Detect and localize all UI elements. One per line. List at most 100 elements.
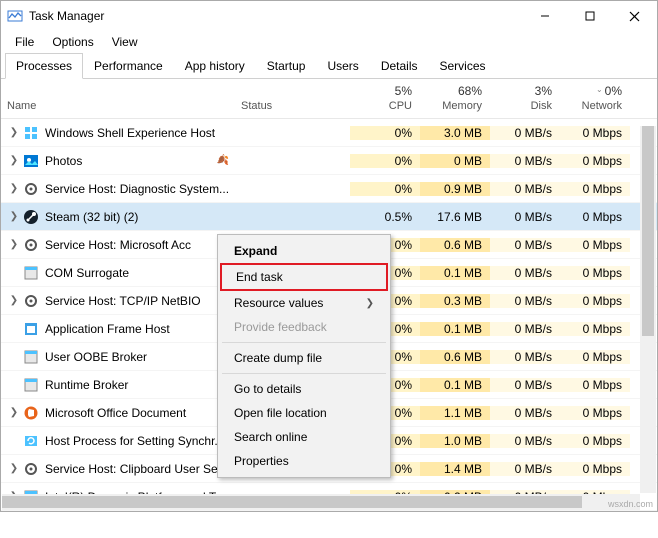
network-cell: 0 Mbps — [560, 210, 630, 224]
tab-performance[interactable]: Performance — [83, 53, 174, 78]
minimize-button[interactable] — [522, 1, 567, 31]
network-cell: 0 Mbps — [560, 238, 630, 252]
tab-services[interactable]: Services — [429, 53, 497, 78]
network-cell: 0 Mbps — [560, 350, 630, 364]
process-name: Service Host: Clipboard User Ser... — [45, 462, 235, 476]
process-name: COM Surrogate — [45, 266, 235, 280]
memory-cell: 0 MB — [420, 154, 490, 168]
disk-cell: 0 MB/s — [490, 294, 560, 308]
disk-cell: 0 MB/s — [490, 126, 560, 140]
title-bar[interactable]: Task Manager — [1, 1, 657, 31]
disk-cell: 0 MB/s — [490, 434, 560, 448]
horizontal-scroll-thumb[interactable] — [2, 496, 582, 508]
process-name: Microsoft Office Document — [45, 406, 235, 420]
process-icon — [23, 321, 39, 337]
process-row[interactable]: ❯Steam (32 bit) (2)0.5%17.6 MB0 MB/s0 Mb… — [1, 203, 657, 231]
menu-open-file-location[interactable]: Open file location — [220, 401, 388, 425]
process-row[interactable]: ❯Windows Shell Experience Host0%3.0 MB0 … — [1, 119, 657, 147]
memory-cell: 17.6 MB — [420, 210, 490, 224]
tab-startup[interactable]: Startup — [256, 53, 317, 78]
menu-end-task[interactable]: End task — [222, 265, 386, 289]
process-name: Service Host: Microsoft Acc — [45, 238, 235, 252]
disk-cell: 0 MB/s — [490, 266, 560, 280]
menu-create-dump[interactable]: Create dump file — [220, 346, 388, 370]
context-menu: Expand End task Resource values ❯ Provid… — [217, 234, 391, 478]
cpu-usage-total: 5% — [395, 84, 412, 98]
header-status[interactable]: Status — [235, 100, 350, 118]
process-icon — [23, 405, 39, 421]
tab-processes[interactable]: Processes — [5, 53, 83, 79]
maximize-button[interactable] — [567, 1, 612, 31]
process-icon — [23, 209, 39, 225]
expand-chevron-icon[interactable]: ❯ — [7, 463, 21, 474]
expand-chevron-icon[interactable]: ❯ — [7, 407, 21, 418]
network-usage-total: ⌄0% — [596, 84, 622, 98]
memory-label: Memory — [442, 100, 482, 113]
memory-cell: 0.6 MB — [420, 238, 490, 252]
process-icon — [23, 265, 39, 281]
memory-cell: 0.3 MB — [420, 294, 490, 308]
process-icon — [23, 433, 39, 449]
menu-search-online[interactable]: Search online — [220, 425, 388, 449]
process-icon — [23, 153, 39, 169]
menu-resource-values-label: Resource values — [234, 296, 323, 310]
tab-details[interactable]: Details — [370, 53, 429, 78]
header-name[interactable]: Name — [1, 100, 235, 118]
disk-cell: 0 MB/s — [490, 182, 560, 196]
memory-cell: 1.4 MB — [420, 462, 490, 476]
expand-chevron-icon[interactable]: ❯ — [7, 127, 21, 138]
header-disk[interactable]: 3% Disk — [490, 84, 560, 114]
memory-cell: 0.6 MB — [420, 350, 490, 364]
close-button[interactable] — [612, 1, 657, 31]
network-cell: 0 Mbps — [560, 462, 630, 476]
tab-users[interactable]: Users — [316, 53, 369, 78]
header-cpu[interactable]: 5% CPU — [350, 84, 420, 114]
network-cell: 0 Mbps — [560, 406, 630, 420]
expand-chevron-icon[interactable]: ❯ — [7, 155, 21, 166]
tab-strip: Processes Performance App history Startu… — [1, 53, 657, 79]
process-icon — [23, 349, 39, 365]
vertical-scrollbar[interactable] — [640, 126, 656, 493]
expand-chevron-icon[interactable]: ❯ — [7, 211, 21, 222]
memory-cell: 0.1 MB — [420, 266, 490, 280]
menu-expand[interactable]: Expand — [220, 239, 388, 263]
disk-cell: 0 MB/s — [490, 462, 560, 476]
menu-file[interactable]: File — [7, 33, 42, 51]
disk-cell: 0 MB/s — [490, 154, 560, 168]
horizontal-scrollbar[interactable] — [2, 494, 640, 510]
process-row[interactable]: ❯Photos🍂0%0 MB0 MB/s0 Mbps — [1, 147, 657, 175]
expand-chevron-icon[interactable]: ❯ — [7, 295, 21, 306]
network-cell: 0 Mbps — [560, 322, 630, 336]
menu-options[interactable]: Options — [44, 33, 101, 51]
tab-app-history[interactable]: App history — [174, 53, 256, 78]
disk-cell: 0 MB/s — [490, 238, 560, 252]
header-network[interactable]: ⌄0% Network — [560, 84, 630, 114]
network-cell: 0 Mbps — [560, 182, 630, 196]
process-name: Steam (32 bit) (2) — [45, 210, 235, 224]
memory-usage-total: 68% — [458, 84, 482, 98]
process-icon — [23, 181, 39, 197]
process-row[interactable]: ❯Service Host: Diagnostic System...0%0.9… — [1, 175, 657, 203]
header-memory[interactable]: 68% Memory — [420, 84, 490, 114]
menu-view[interactable]: View — [104, 33, 146, 51]
process-icon — [23, 125, 39, 141]
disk-cell: 0 MB/s — [490, 350, 560, 364]
process-name: Windows Shell Experience Host — [45, 126, 235, 140]
cpu-cell: 0% — [350, 126, 420, 140]
submenu-arrow-icon: ❯ — [366, 298, 374, 309]
menu-go-to-details[interactable]: Go to details — [220, 377, 388, 401]
disk-label: Disk — [531, 100, 552, 113]
menu-properties[interactable]: Properties — [220, 449, 388, 473]
memory-cell: 0.9 MB — [420, 182, 490, 196]
vertical-scroll-thumb[interactable] — [642, 126, 654, 336]
process-icon — [23, 377, 39, 393]
disk-usage-total: 3% — [535, 84, 552, 98]
menu-bar: File Options View — [1, 31, 657, 53]
network-cell: 0 Mbps — [560, 126, 630, 140]
process-name: Host Process for Setting Synchr... — [45, 434, 235, 448]
process-name: Service Host: Diagnostic System... — [45, 182, 235, 196]
menu-resource-values[interactable]: Resource values ❯ — [220, 291, 388, 315]
network-cell: 0 Mbps — [560, 378, 630, 392]
expand-chevron-icon[interactable]: ❯ — [7, 239, 21, 250]
expand-chevron-icon[interactable]: ❯ — [7, 183, 21, 194]
